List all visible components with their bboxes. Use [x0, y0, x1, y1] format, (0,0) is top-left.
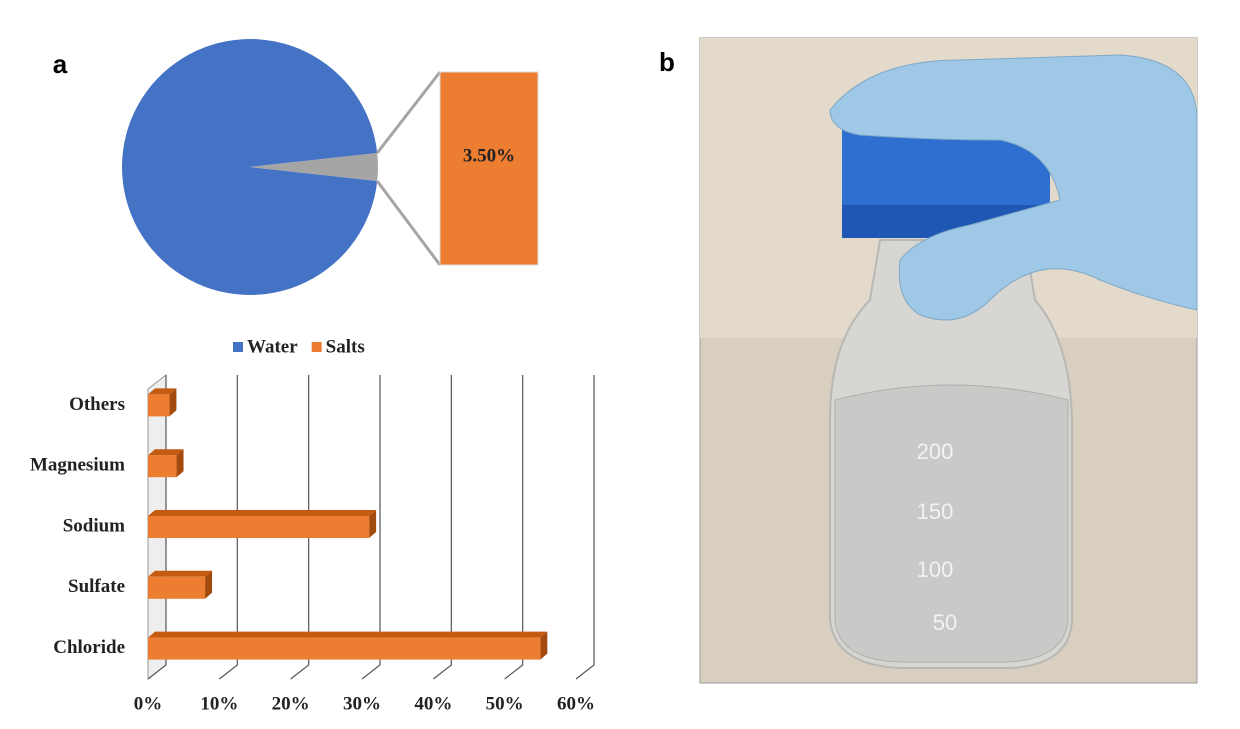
- bar: [148, 516, 370, 538]
- x-tick-label: 30%: [343, 693, 381, 714]
- liquid: [834, 384, 1069, 663]
- grid-line: [432, 375, 452, 680]
- y-tick-label: Magnesium: [30, 455, 125, 476]
- pie-slice: [121, 38, 378, 296]
- y-tick-label: Others: [69, 394, 125, 415]
- x-tick-label: 60%: [557, 693, 595, 714]
- y-tick-label: Chloride: [53, 637, 125, 658]
- legend-label: Salts: [326, 336, 365, 357]
- bar-of-pie: [439, 71, 539, 266]
- grid-line: [290, 375, 310, 680]
- panel-label: a: [53, 49, 68, 79]
- x-tick-label: 10%: [200, 693, 238, 714]
- y-tick-label: Sulfate: [68, 576, 125, 597]
- photo-marking: 200: [917, 439, 954, 464]
- x-tick-label: 50%: [486, 693, 524, 714]
- bar: [148, 637, 541, 660]
- bar-side: [540, 631, 548, 660]
- grid-line: [575, 375, 595, 680]
- bar: [148, 394, 170, 417]
- legend-label: Water: [247, 336, 298, 357]
- photo-marking: 50: [933, 610, 957, 635]
- bar: [148, 576, 206, 599]
- bar: [148, 455, 177, 478]
- bar-side: [369, 510, 377, 538]
- photo: 200 150 100 50: [699, 37, 1198, 684]
- bar-top: [148, 631, 548, 638]
- pie-slice: [250, 152, 378, 182]
- bar-top: [148, 388, 177, 395]
- connector: [376, 71, 442, 154]
- x-tick-label: 40%: [414, 693, 452, 714]
- x-tick-label: 0%: [134, 693, 163, 714]
- bar-top: [148, 449, 184, 456]
- legend-swatch: [311, 342, 322, 352]
- bar-top: [148, 570, 213, 577]
- grid-line: [361, 375, 381, 680]
- bar-side: [205, 570, 213, 599]
- photo-marking: 150: [917, 499, 954, 524]
- bar-side: [169, 388, 177, 417]
- data-label: 3.50%: [463, 145, 515, 166]
- connector: [376, 180, 442, 266]
- photo-marking: 100: [917, 557, 954, 582]
- bar-top: [148, 510, 377, 516]
- glove: [829, 54, 1198, 321]
- grid-line: [504, 375, 524, 680]
- x-tick-label: 20%: [272, 693, 310, 714]
- grid-line: [218, 375, 238, 680]
- y-tick-label: Sodium: [63, 515, 125, 536]
- legend-swatch: [233, 342, 243, 352]
- panel-label: b: [659, 47, 675, 77]
- bar-side: [176, 449, 184, 478]
